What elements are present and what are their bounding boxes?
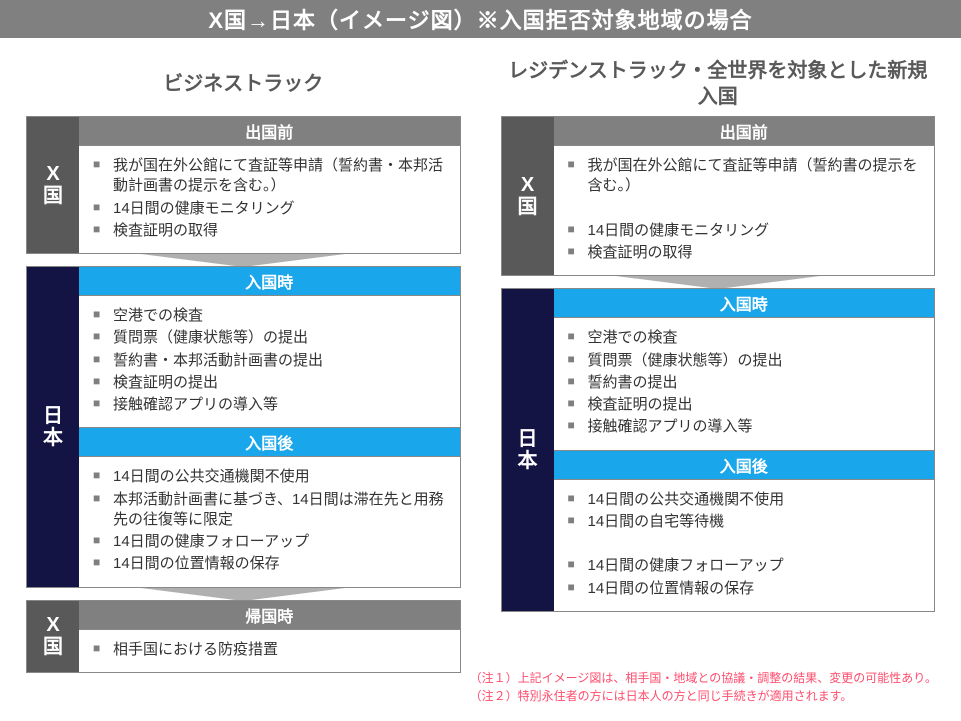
list-item: 検査証明の取得: [568, 243, 925, 263]
flow-arrow: [26, 587, 461, 601]
section-header: 出国前: [554, 117, 935, 146]
stage-block: 日本入国時空港での検査質問票（健康状態等）の提出誓約書・本邦活動計画書の提出検査…: [26, 266, 461, 588]
columns-container: ビジネストラック X国出国前我が国在外公館にて査証等申請（誓約書・本邦活動計画書…: [0, 38, 961, 673]
section-header: 入国後: [554, 450, 935, 480]
stage-block: X国帰国時相手国における防疫措置: [26, 600, 461, 673]
item-list: 14日間の公共交通機関不使用14日間の自宅等待機·14日間の健康フォローアップ1…: [554, 480, 935, 611]
stage-block: 日本入国時空港での検査質問票（健康状態等）の提出誓約書の提出検査証明の提出接触確…: [501, 288, 936, 612]
section-header: 入国時: [79, 267, 460, 296]
list-item: 14日間の健康モニタリング: [568, 221, 925, 241]
list-item: 我が国在外公館にて査証等申請（誓約書・本邦活動計画書の提示を含む。）: [93, 156, 450, 197]
item-list: 我が国在外公館にて査証等申請（誓約書・本邦活動計画書の提示を含む。）14日間の健…: [79, 146, 460, 253]
stage-body: 入国時空港での検査質問票（健康状態等）の提出誓約書・本邦活動計画書の提出検査証明…: [79, 267, 460, 587]
list-item: 14日間の位置情報の保存: [568, 579, 925, 599]
right-heading: レジデンストラック・全世界を対象とした新規入国: [501, 58, 936, 110]
item-list: 空港での検査質問票（健康状態等）の提出誓約書・本邦活動計画書の提出検査証明の提出…: [79, 296, 460, 427]
stage-label: X国: [27, 601, 79, 672]
footnotes: （注１）上記イメージ図は、相手国・地域との協議・調整の結果、変更の可能性あり。（…: [470, 669, 937, 705]
stage-label: 日本: [502, 289, 554, 611]
section-header: 帰国時: [79, 601, 460, 630]
item-list: 14日間の公共交通機関不使用本邦活動計画書に基づき、14日間は滞在先と用務先の往…: [79, 457, 460, 586]
stage-body: 入国時空港での検査質問票（健康状態等）の提出誓約書の提出検査証明の提出接触確認ア…: [554, 289, 935, 611]
stage-block: X国出国前我が国在外公館にて査証等申請（誓約書・本邦活動計画書の提示を含む。）1…: [26, 116, 461, 254]
left-column: ビジネストラック X国出国前我が国在外公館にて査証等申請（誓約書・本邦活動計画書…: [26, 58, 461, 673]
list-item: 14日間の健康フォローアップ: [568, 556, 925, 576]
list-item: 接触確認アプリの導入等: [93, 395, 450, 415]
list-item: 空港での検査: [93, 306, 450, 326]
list-item: 質問票（健康状態等）の提出: [93, 328, 450, 348]
title-bar: X国→日本（イメージ図）※入国拒否対象地域の場合: [0, 0, 961, 38]
stage-label: X国: [502, 117, 554, 275]
stage-block: X国出国前我が国在外公館にて査証等申請（誓約書の提示を含む。）·14日間の健康モ…: [501, 116, 936, 276]
section-header: 入国時: [554, 289, 935, 318]
list-item: 14日間の位置情報の保存: [93, 554, 450, 574]
section-header: 入国後: [79, 427, 460, 457]
left-heading: ビジネストラック: [157, 58, 329, 110]
right-column: レジデンストラック・全世界を対象とした新規入国 X国出国前我が国在外公館にて査証…: [501, 58, 936, 673]
stage-label: X国: [27, 117, 79, 253]
list-item: 本邦活動計画書に基づき、14日間は滞在先と用務先の往復等に限定: [93, 490, 450, 531]
page-title: X国→日本（イメージ図）※入国拒否対象地域の場合: [208, 3, 752, 35]
flow-arrow: [26, 253, 461, 267]
list-item: 14日間の健康フォローアップ: [93, 532, 450, 552]
list-item: 接触確認アプリの導入等: [568, 417, 925, 437]
list-item: 14日間の公共交通機関不使用: [93, 467, 450, 487]
footnote-line: （注２）特別永住者の方には日本人の方と同じ手続きが適用されます。: [470, 687, 937, 705]
section-header: 出国前: [79, 117, 460, 146]
stage-body: 帰国時相手国における防疫措置: [79, 601, 460, 672]
list-item: 質問票（健康状態等）の提出: [568, 351, 925, 371]
list-item: 我が国在外公館にて査証等申請（誓約書の提示を含む。）: [568, 156, 925, 197]
list-item: 誓約書の提出: [568, 373, 925, 393]
stage-label: 日本: [27, 267, 79, 587]
list-item: 相手国における防疫措置: [93, 640, 450, 660]
list-item: 誓約書・本邦活動計画書の提出: [93, 351, 450, 371]
list-item: 空港での検査: [568, 328, 925, 348]
list-item: 検査証明の提出: [568, 395, 925, 415]
item-list: 相手国における防疫措置: [79, 630, 460, 672]
item-list: 我が国在外公館にて査証等申請（誓約書の提示を含む。）·14日間の健康モニタリング…: [554, 146, 935, 275]
list-item: 14日間の健康モニタリング: [93, 199, 450, 219]
stage-body: 出国前我が国在外公館にて査証等申請（誓約書・本邦活動計画書の提示を含む。）14日…: [79, 117, 460, 253]
list-item: 14日間の自宅等待機: [568, 512, 925, 532]
flow-arrow: [501, 275, 936, 289]
item-list: 空港での検査質問票（健康状態等）の提出誓約書の提出検査証明の提出接触確認アプリの…: [554, 318, 935, 449]
footnote-line: （注１）上記イメージ図は、相手国・地域との協議・調整の結果、変更の可能性あり。: [470, 669, 937, 687]
list-item: 14日間の公共交通機関不使用: [568, 490, 925, 510]
list-item: 検査証明の提出: [93, 373, 450, 393]
stage-body: 出国前我が国在外公館にて査証等申請（誓約書の提示を含む。）·14日間の健康モニタ…: [554, 117, 935, 275]
list-item: 検査証明の取得: [93, 221, 450, 241]
